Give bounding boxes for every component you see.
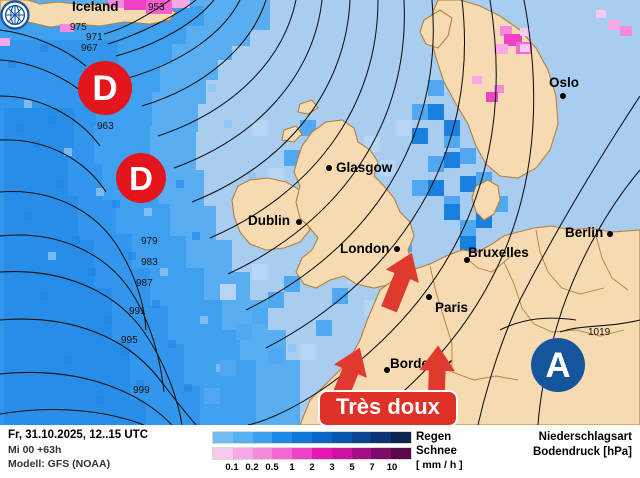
rain-swatch [292,432,312,443]
legend-right-titles: Niederschlagsart Bodendruck [hPa] [533,430,632,460]
legend-tick: 2 [309,462,315,473]
precip-max-core [4,108,146,425]
isobar-label: 971 [86,32,103,43]
isobars [0,0,640,425]
legend-snow-label: Schnee [416,445,457,457]
model-name-text: Modell: GFS (NOAA) [8,458,111,470]
rain-swatch [232,432,253,443]
snow-swatch [351,448,372,459]
weather-map-canvas[interactable]: D D A 953 975 971 967 963 979 983 987 99… [0,0,640,425]
isobar-label: 967 [81,43,98,54]
rain-swatch [331,432,352,443]
city-dot-oslo [560,93,566,99]
city-label-paris: Paris [435,300,469,315]
run-step-text: Mi 00 +63h [8,444,62,456]
legend-title-precip-type: Niederschlagsart [538,431,632,443]
precipitation-legend: 0.1 0.2 0.5 1 2 3 5 7 10 [212,431,412,475]
rain-swatch [272,432,293,443]
legend-tick: 0.5 [265,462,279,473]
legend-tick: 0.2 [245,462,259,473]
legend-title-pressure: Bodendruck [hPa] [532,446,632,458]
city-dot-bordeaux [384,367,390,373]
isobar-label: 995 [121,335,138,346]
isobar-label: 963 [97,121,114,132]
legend-rain-label: Regen [416,431,452,443]
isobar-label: 979 [141,236,158,247]
legend-tick: 3 [329,462,335,473]
snow-field [0,0,632,102]
legend-tick: 5 [349,462,355,473]
snow-swatch [252,448,273,459]
city-dot-london [394,246,400,252]
city-label-oslo: Oslo [549,75,580,90]
legend-tick: 10 [386,462,398,473]
legend-tick: 7 [369,462,375,473]
land-norway-coast [419,9,453,49]
rain-swatch [351,432,372,443]
country-borders [429,229,629,381]
city-label-glasgow: Glasgow [336,160,393,175]
footer-meta-block: Fr, 31.10.2025, 12..15 UTC Mi 00 +63h Mo… [8,428,148,471]
city-label-london: London [340,241,390,256]
rain-swatch [371,432,392,443]
rain-colorbar [212,431,412,444]
city-dot-dublin [296,219,302,225]
isobar-label: 987 [136,278,153,289]
isobar-label: 999 [133,385,150,396]
snow-swatch [311,448,332,459]
legend-tick: 1 [289,462,295,473]
low-pressure-badge-2[interactable]: D [116,153,166,203]
legend-unit-label: [ mm / h ] [416,459,463,471]
rain-swatch [252,432,273,443]
snow-swatch [371,448,392,459]
city-dot-paris [426,294,432,300]
snow-swatch [272,448,293,459]
rain-swatch [391,432,411,443]
isobar-label: 953 [148,2,165,13]
footer-bar: Fr, 31.10.2025, 12..15 UTC Mi 00 +63h Mo… [0,425,640,478]
legend-series-names: Regen Schnee [ mm / h ] [416,430,463,472]
city-label-iceland: Iceland [72,0,119,14]
legend-tick-labels: 0.1 0.2 0.5 1 2 3 5 7 10 [212,461,412,475]
city-label-bordeaux: Bordeaux [390,356,453,371]
rain-swatch [311,432,332,443]
city-dot-bruxelles [464,257,470,263]
high-pressure-badge[interactable]: A [531,338,585,392]
rain-swatch [213,432,233,443]
annotation-banner-tres-doux[interactable]: Très doux [318,390,458,425]
city-dot-berlin [607,231,613,237]
snow-swatch [391,448,411,459]
low-pressure-badge-1[interactable]: D [78,61,132,115]
city-label-berlin: Berlin [565,225,604,240]
map-graphics [0,0,640,425]
meteo-globe-logo[interactable] [0,0,30,30]
snow-swatch [331,448,352,459]
city-label-dublin: Dublin [248,213,290,228]
snow-colorbar [212,447,412,460]
city-label-bruxelles: Bruxelles [468,245,529,260]
isobar-label: 1019 [588,327,611,338]
snow-swatch [213,448,233,459]
city-dot-glasgow [326,165,332,171]
legend-tick: 0.1 [225,462,239,473]
land-ireland [231,177,311,251]
snow-swatch [292,448,312,459]
isobar-label: 983 [141,257,158,268]
land-orkney [297,99,319,115]
isobar-label: 991 [129,306,146,317]
valid-time-text: Fr, 31.10.2025, 12..15 UTC [8,429,149,441]
snow-swatch [232,448,253,459]
isobar-label: 975 [70,22,87,33]
